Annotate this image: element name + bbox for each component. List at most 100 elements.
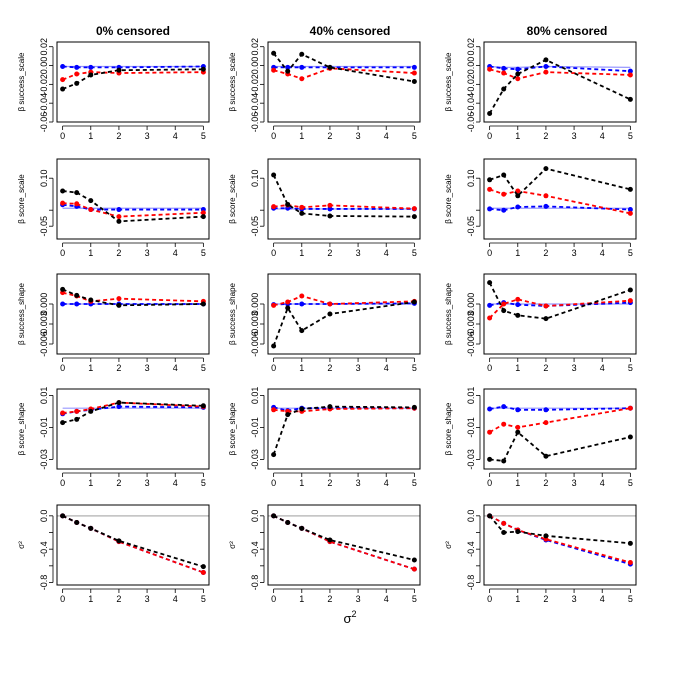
x-tick-label: 1 [88,131,93,141]
panel-frame [56,388,210,470]
x-tick-label: 1 [515,478,520,488]
x-tick-label: 4 [384,363,389,373]
series-line-black [489,167,631,198]
x-tick-label: 3 [356,594,361,604]
x-tick-label: 1 [515,248,520,258]
x-tick-label: 2 [327,131,332,141]
point-black [74,292,80,298]
point-black [543,453,549,459]
point-red [60,200,66,206]
x-tick-label: 3 [356,363,361,373]
series-line-red [273,515,415,571]
y-tick-label: -0.01 [39,417,49,438]
point-blue [74,64,80,70]
point-blue [515,407,521,413]
point-black [627,186,633,192]
x-tick-label: 4 [173,363,178,373]
y-tick-label: 0.10 [466,169,476,187]
x-tick-label: 3 [572,363,577,373]
point-black [60,188,66,194]
x-tick-label: 2 [116,478,121,488]
x-tick-label: 5 [628,131,633,141]
x-tick-label: 3 [356,478,361,488]
point-black [299,210,305,216]
point-red [501,520,507,526]
x-tick-label: 3 [572,248,577,258]
x-tick-label: 2 [327,478,332,488]
point-black [74,80,80,86]
panel-r3-c0: 0 1 2 3 4 5 0.01 -0.01 -0.03 β score_shape [17,387,210,488]
y-tick-label: 0.000 [39,293,49,316]
point-black [88,408,94,414]
point-blue [487,302,493,308]
panel-frame [267,388,421,470]
point-red [627,210,633,216]
point-black [627,96,633,102]
point-black [285,305,291,311]
y-tick-label: -0.006 [466,331,476,357]
point-black [116,218,122,224]
panel-r0-c2: 0 1 2 3 4 5 0.020.00-0.02-0.04-0.06 β success_s… [444,38,637,141]
x-tick-label: 4 [600,594,605,604]
point-red [271,204,277,210]
x-axis-title: σ2 [343,609,356,626]
y-axis-title: β score_shape [228,402,237,455]
y-tick-label: -0.05 [250,216,260,237]
panel-r1-c1: 0 1 2 3 4 5 0.10 -0.05 β score_scale [228,158,421,258]
point-blue [299,301,305,307]
y-axis-title: β success_scale [17,52,26,111]
point-blue [74,301,80,307]
point-black [627,287,633,293]
point-black [200,214,206,220]
point-black [200,66,206,72]
series-line-black [488,282,631,320]
point-red [74,201,80,207]
x-tick-label: 5 [412,131,417,141]
point-blue [116,404,122,410]
point-red [501,191,507,197]
point-black [88,198,94,204]
series-line-black [272,174,415,218]
point-black [271,50,277,56]
x-axis-title-base: σ [343,611,351,626]
x-tick-label: 3 [356,131,361,141]
y-tick-label: 0.10 [250,169,260,187]
x-tick-label: 5 [201,594,206,604]
point-black [327,213,333,219]
point-blue [501,404,507,410]
point-red [285,299,291,305]
x-tick-label: 5 [628,478,633,488]
column-title-0: 0% censored [96,24,170,38]
x-tick-label: 0 [487,363,492,373]
panel-r2-c1: 0 1 2 3 4 5 0.000-0.003-0.006 β success_shape [228,273,421,373]
point-black [88,297,94,303]
point-black [515,429,521,435]
x-tick-label: 0 [271,478,276,488]
x-tick-label: 3 [356,248,361,258]
point-red [627,560,633,565]
panel-r0-c0: 0 1 2 3 4 5 0.020.00-0.02-0.04-0.06 β success_s… [17,38,210,141]
y-tick-label: -0.4 [39,541,49,557]
y-axis-title: σ² [17,541,26,549]
point-black [327,404,333,410]
column-title-2: 80% censored [527,24,608,38]
point-black [285,412,291,418]
point-black [88,72,94,78]
y-tick-label: -0.06 [39,112,49,133]
x-tick-label: 2 [543,594,548,604]
x-tick-label: 4 [173,478,178,488]
point-red [627,405,633,411]
x-tick-label: 0 [487,594,492,604]
y-tick-label: -0.05 [466,216,476,237]
y-tick-label: -0.006 [39,331,49,357]
panel-frame [483,273,637,355]
y-tick-label: -0.04 [466,93,476,114]
point-black [60,420,66,426]
y-tick-label: -0.8 [250,575,260,591]
point-black [200,564,206,570]
x-tick-label: 3 [572,594,577,604]
y-tick-label: -0.4 [466,541,476,557]
point-black [116,67,122,73]
point-black [74,520,80,525]
